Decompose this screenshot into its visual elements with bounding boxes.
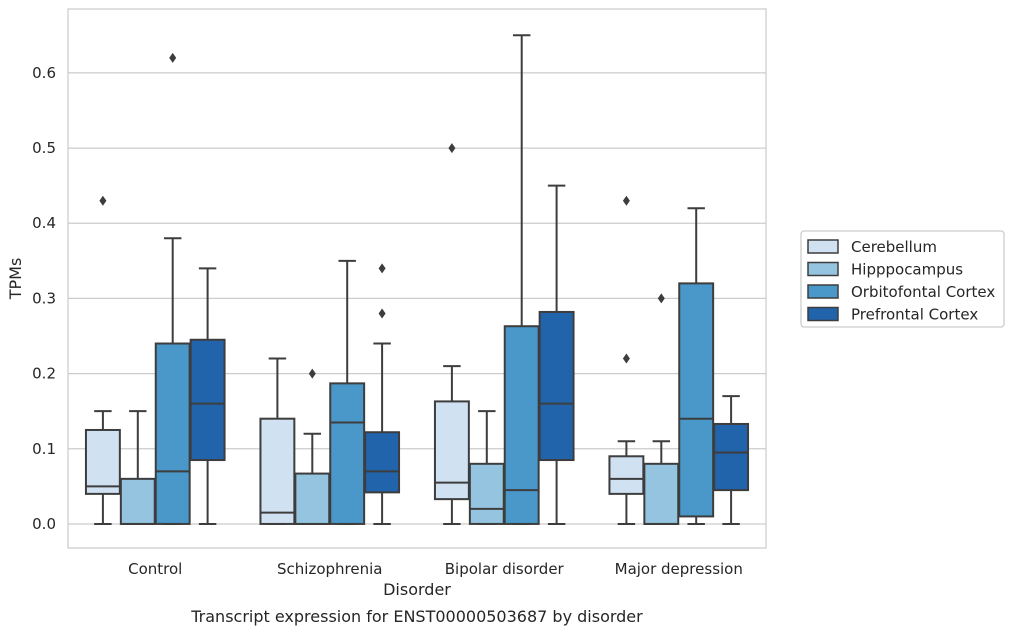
box xyxy=(713,395,750,525)
box xyxy=(503,34,540,525)
box-iqr xyxy=(503,325,540,525)
outlier-point xyxy=(622,195,630,206)
x-tick-label: Major depression xyxy=(615,560,743,578)
legend-entry: Cerebellum xyxy=(851,238,937,256)
box-iqr xyxy=(433,400,470,501)
outlier-point xyxy=(657,293,665,304)
outlier-point xyxy=(378,308,386,319)
box-iqr xyxy=(294,472,331,525)
box-groups xyxy=(84,34,750,525)
y-tick-label: 0.2 xyxy=(32,365,56,383)
box xyxy=(433,143,470,525)
legend-swatch xyxy=(807,306,839,322)
y-tick-labels: 0.0 0.1 0.2 0.3 0.4 0.5 0.6 xyxy=(32,64,56,533)
box xyxy=(259,357,296,525)
box xyxy=(364,263,401,525)
y-tick-label: 0.3 xyxy=(32,289,56,307)
x-tick-label: Bipolar disorder xyxy=(445,560,565,578)
outlier-point xyxy=(169,52,177,63)
box-iqr xyxy=(329,382,366,525)
box-iqr xyxy=(259,417,296,525)
outlier-point xyxy=(99,195,107,206)
legend-entry: Orbitofontal Cortex xyxy=(851,283,995,301)
box-iqr xyxy=(84,428,121,495)
y-tick-label: 0.5 xyxy=(32,139,56,157)
box xyxy=(468,410,505,525)
plot-frame xyxy=(67,8,767,549)
box-iqr xyxy=(538,310,575,462)
legend-swatch xyxy=(807,261,839,277)
y-tick-label: 0.6 xyxy=(32,64,56,82)
legend-box xyxy=(800,230,1005,328)
box-iqr xyxy=(713,422,750,492)
outlier-point xyxy=(308,368,316,379)
legend-swatch xyxy=(807,239,839,254)
chart-caption: Transcript expression for ENST0000050368… xyxy=(190,607,643,626)
outlier-point xyxy=(448,143,456,154)
box-iqr xyxy=(678,282,715,518)
box-iqr xyxy=(643,462,680,525)
box-iqr xyxy=(154,342,191,525)
y-tick-label: 0.4 xyxy=(32,214,56,232)
y-axis-label: TPMs xyxy=(6,258,25,301)
y-tick-label: 0.1 xyxy=(32,440,56,458)
box-iqr xyxy=(189,338,226,462)
box xyxy=(294,368,331,525)
box-iqr xyxy=(468,462,505,525)
box xyxy=(189,267,226,525)
y-tick-label: 0.0 xyxy=(32,515,56,533)
x-tick-label: Schizophrenia xyxy=(277,560,382,578)
box xyxy=(678,207,715,525)
legend-entry: Hipppocampus xyxy=(851,261,963,279)
outlier-point xyxy=(378,263,386,274)
box xyxy=(329,259,366,525)
box-iqr xyxy=(119,477,156,525)
legend-entry: Prefrontal Cortex xyxy=(851,306,978,324)
box xyxy=(538,184,575,525)
legend-swatch xyxy=(807,284,839,299)
box xyxy=(154,52,191,525)
box-iqr xyxy=(364,431,401,494)
box xyxy=(119,410,156,525)
box xyxy=(643,293,680,525)
x-axis-label: Disorder xyxy=(383,580,451,599)
box xyxy=(84,195,121,525)
x-tick-label: Control xyxy=(128,560,182,578)
box-iqr xyxy=(608,455,645,495)
outlier-point xyxy=(622,353,630,364)
legend: Cerebellum Hipppocampus Orbitofontal Corte… xyxy=(800,230,1005,328)
x-tick-labels: Control Schizophrenia Bipolar disorder Majo… xyxy=(128,560,743,578)
